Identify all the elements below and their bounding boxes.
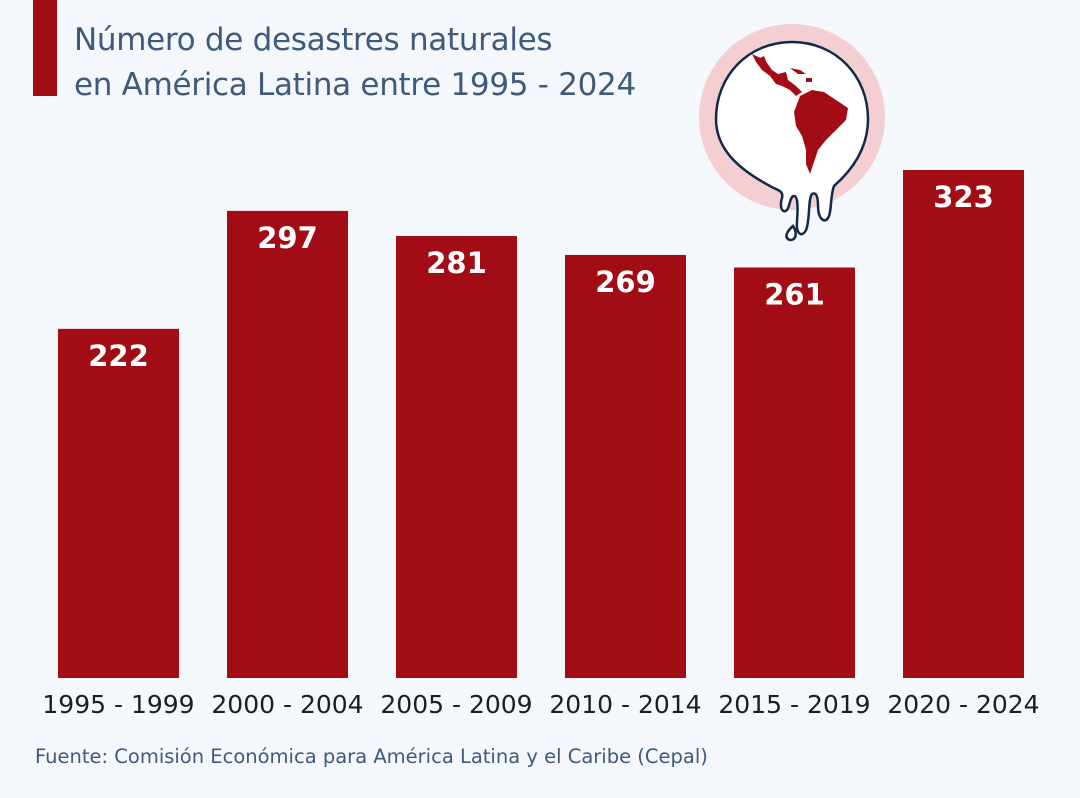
bar-value-label: 281 [426, 246, 487, 280]
x-axis-tick-label: 2020 - 2024 [887, 690, 1039, 719]
bar [903, 170, 1024, 678]
chart-title-line-1: Número de desastres naturales [74, 22, 553, 58]
bar [565, 254, 686, 679]
x-axis-tick-label: 2010 - 2014 [549, 690, 701, 719]
bar-value-label: 269 [595, 265, 656, 299]
accent-bar [33, 0, 57, 96]
bar [396, 236, 517, 678]
bar-value-label: 297 [257, 221, 318, 255]
value-labels-group: 222 297 281 269 261 323 [88, 180, 994, 373]
x-axis-tick-label: 2000 - 2004 [211, 690, 363, 719]
x-axis-tick-label: 1995 - 1999 [42, 690, 194, 719]
bars-group [58, 170, 1024, 679]
x-axis-labels: 1995 - 1999 2000 - 2004 2005 - 2009 2010 - … [42, 690, 1039, 719]
x-axis-tick-label: 2005 - 2009 [380, 690, 532, 719]
source-note: Fuente: Comisión Económica para América … [35, 745, 708, 768]
bar [227, 210, 348, 678]
bar-value-label: 261 [764, 278, 825, 312]
chart-title-line-2: en América Latina entre 1995 - 2024 [74, 67, 636, 103]
x-axis-tick-label: 2015 - 2019 [718, 690, 870, 719]
bar [734, 267, 855, 678]
latin-america-melting-map-icon [699, 24, 885, 242]
bar [58, 328, 179, 678]
bar-value-label: 222 [88, 339, 149, 373]
bar-value-label: 323 [933, 180, 994, 214]
